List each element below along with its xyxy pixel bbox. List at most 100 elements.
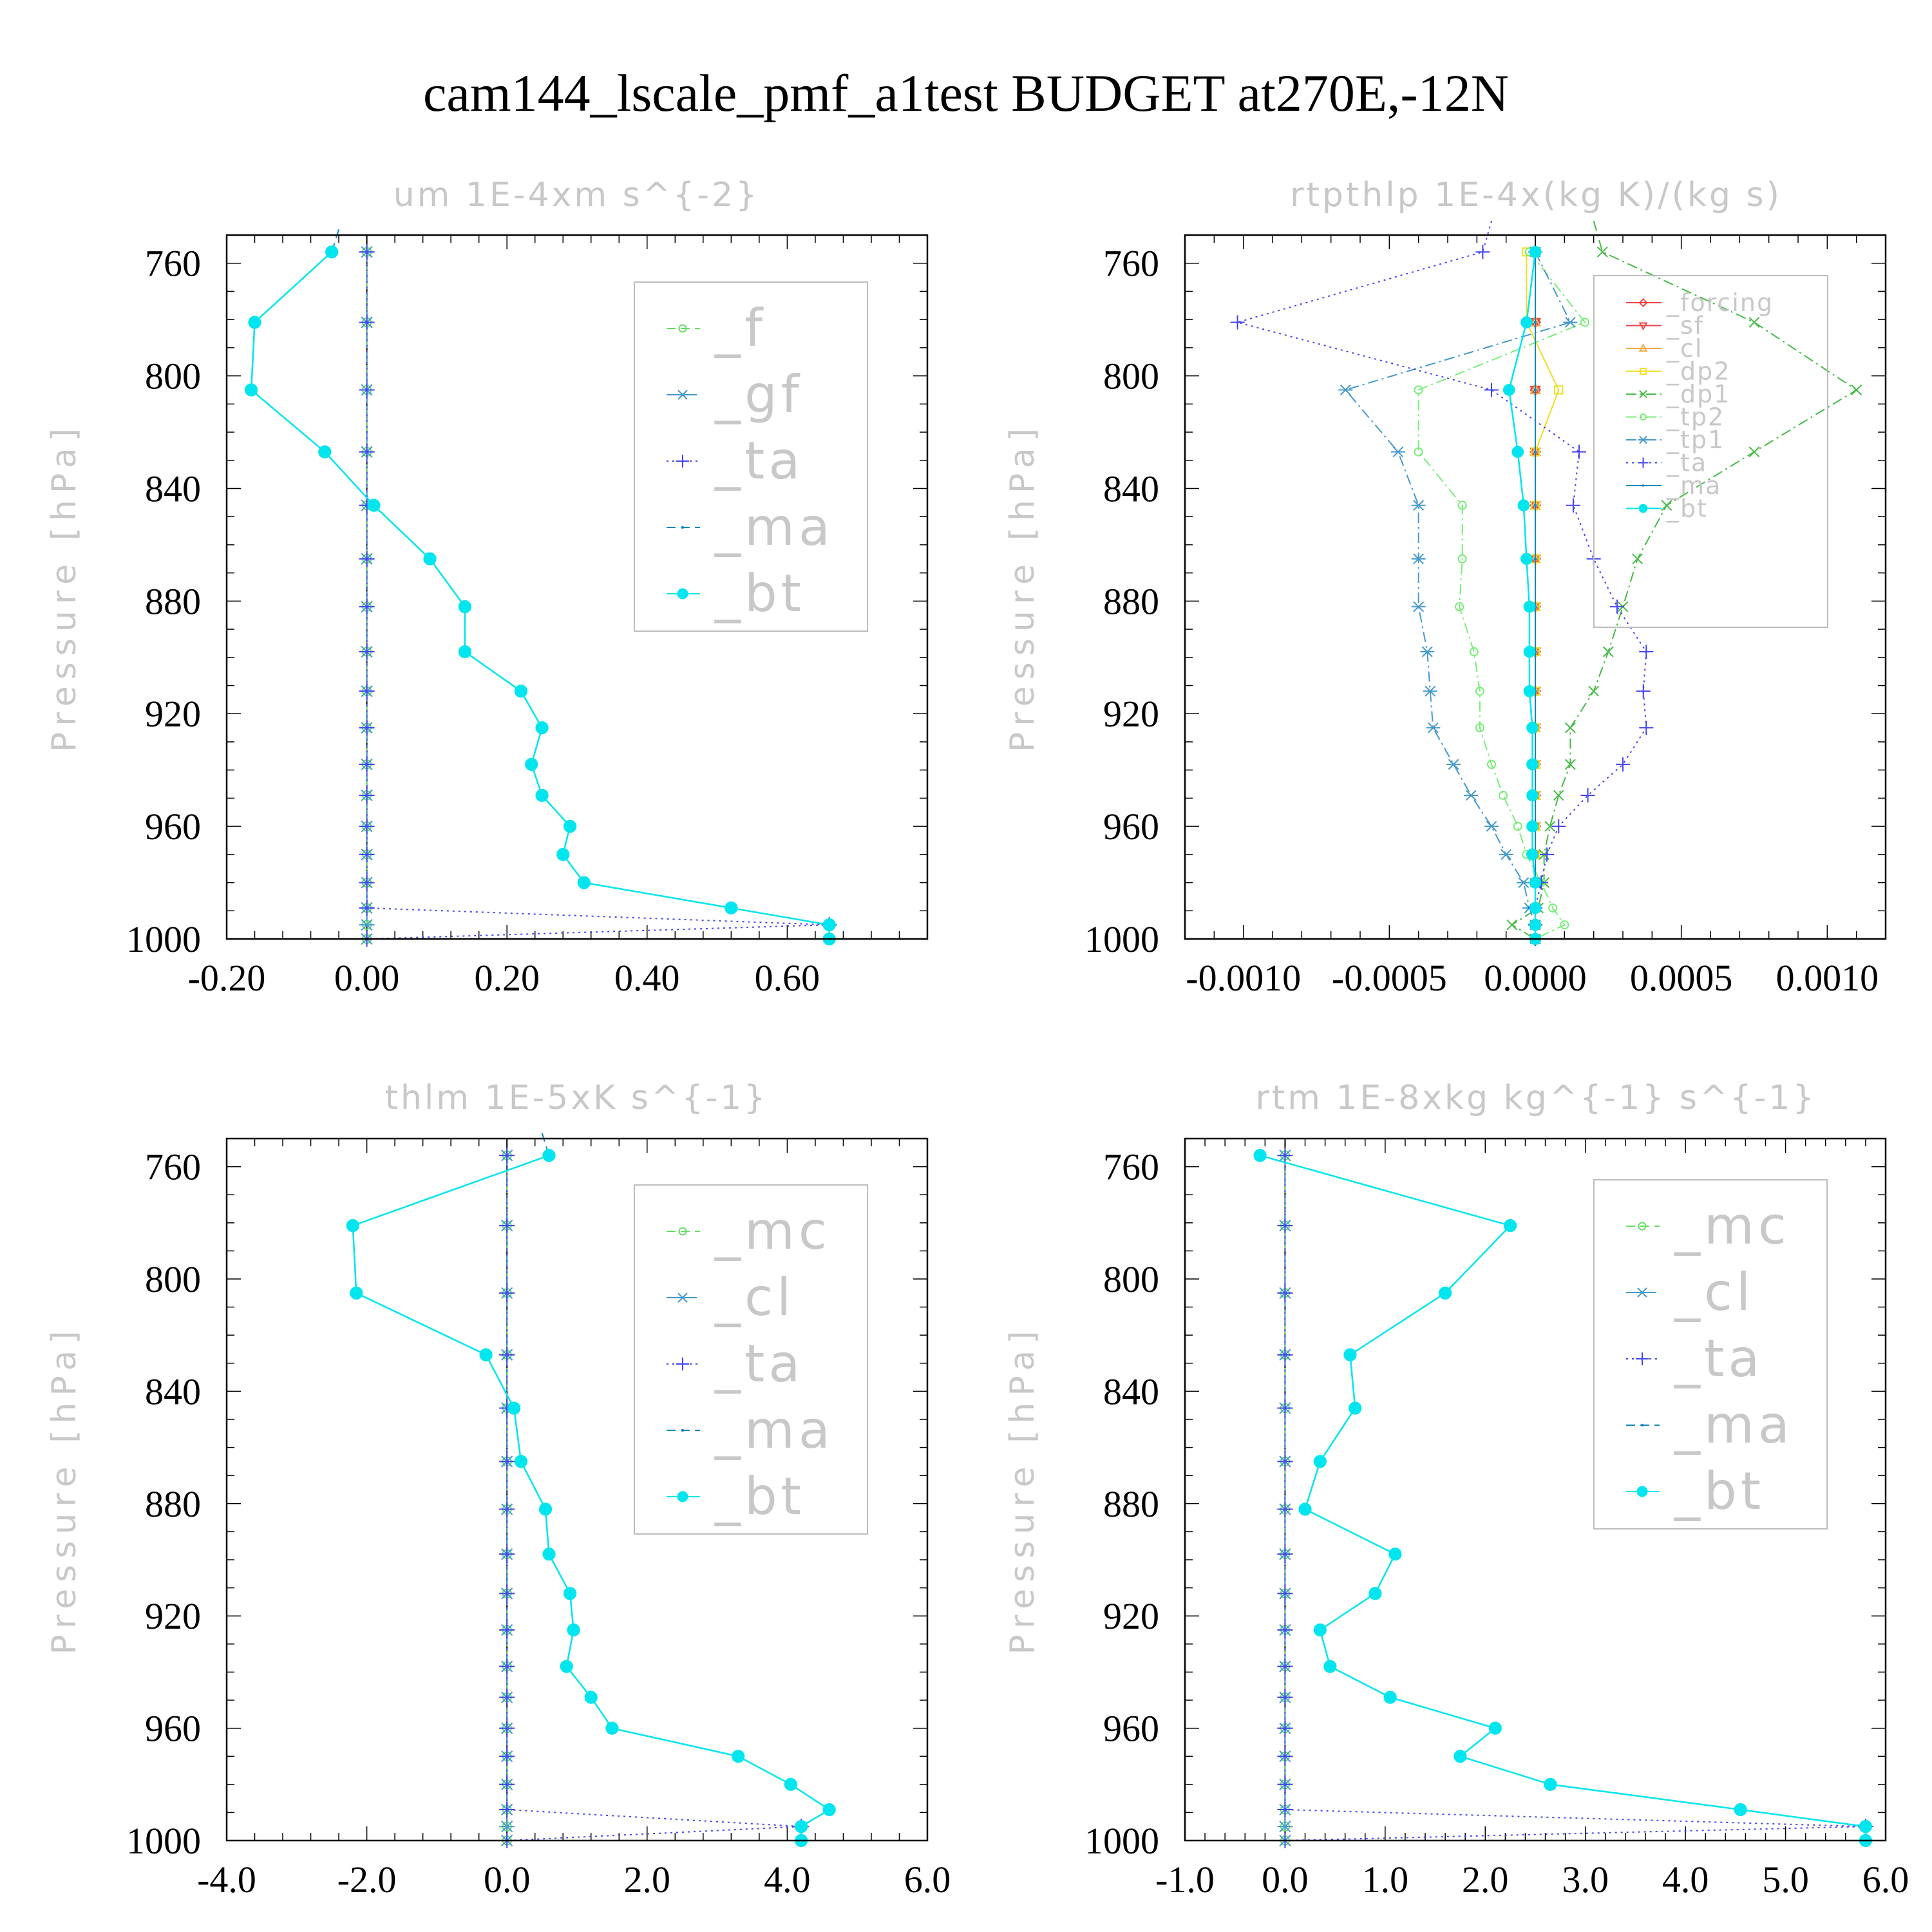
- legend-box: [1593, 1179, 1828, 1530]
- y-tick-label: 1000: [126, 1820, 201, 1862]
- data-point: [1414, 385, 1423, 395]
- data-point: [507, 1401, 521, 1415]
- data-point: [359, 683, 375, 699]
- legend-box: [634, 281, 868, 632]
- legend-entry: _tp1: [1666, 426, 1725, 454]
- data-point: [1277, 1586, 1293, 1602]
- data-point: [1526, 848, 1539, 861]
- data-point: [1253, 1149, 1267, 1162]
- x-tick-label: -0.20: [188, 957, 266, 999]
- panel-title: rtm 1E-8xkg kg^{-1} s^{-1}: [1255, 1079, 1816, 1117]
- y-tick-label: 1000: [1084, 918, 1159, 960]
- figure-title: cam144_lscale_pmf_a1test BUDGET at270E,-…: [423, 64, 1509, 122]
- x-tick-label: 4.0: [764, 1859, 811, 1900]
- data-point: [1529, 245, 1542, 258]
- data-point: [1580, 317, 1590, 327]
- legend-entry: _tp2: [1666, 403, 1725, 431]
- legend: _mc_cl _ta_ma_bt: [634, 1184, 868, 1535]
- legend-entry: _bt: [1666, 495, 1708, 523]
- data-point: [359, 919, 375, 931]
- data-point: [1277, 1501, 1293, 1517]
- data-point: [514, 685, 528, 698]
- data-point: [1596, 246, 1608, 258]
- legend-entry: _mc: [714, 1201, 831, 1261]
- legend-marker: [677, 588, 688, 600]
- data-point: [248, 316, 261, 329]
- data-point: [1748, 446, 1760, 458]
- data-point: [1616, 757, 1630, 772]
- data-point: [1454, 1750, 1467, 1763]
- legend-entry: _ta: [714, 431, 804, 491]
- data-point: [359, 314, 375, 330]
- legend-entry: _gf: [714, 365, 803, 424]
- data-point: [1277, 1658, 1293, 1674]
- data-point: [1457, 500, 1467, 510]
- data-point: [359, 720, 375, 736]
- legend-marker: [676, 1293, 689, 1303]
- legend-entry: _forcing: [1666, 289, 1774, 317]
- data-point: [542, 1548, 556, 1561]
- data-point: [458, 645, 472, 659]
- x-tick-label: 0.20: [474, 957, 540, 999]
- x-tick-label: 2.0: [624, 1859, 671, 1900]
- x-tick-label: 1.0: [1362, 1859, 1409, 1900]
- data-point: [1639, 645, 1654, 659]
- data-point: [1533, 321, 1537, 324]
- data-point: [359, 788, 375, 804]
- data-point: [1632, 553, 1643, 565]
- data-point: [1544, 820, 1556, 832]
- y-tick-label: 760: [145, 243, 201, 285]
- data-point: [1414, 447, 1423, 457]
- data-point: [1486, 759, 1497, 769]
- data-point: [1499, 790, 1508, 800]
- data-point: [1513, 822, 1522, 831]
- data-point: [1277, 1148, 1293, 1164]
- x-tick-label: 3.0: [1562, 1859, 1609, 1900]
- legend-marker: [1638, 435, 1649, 444]
- data-point: [1526, 820, 1539, 833]
- data-point: [423, 552, 437, 565]
- data-point: [1529, 876, 1542, 889]
- data-point: [359, 846, 375, 862]
- x-tick-label: 0.0: [484, 1859, 531, 1900]
- legend-marker: [1638, 1222, 1647, 1231]
- data-point: [822, 1803, 836, 1817]
- y-tick-label: 760: [1103, 1146, 1159, 1188]
- data-point: [1572, 444, 1586, 459]
- y-tick-label: 840: [145, 468, 201, 509]
- data-point: [1455, 602, 1464, 612]
- legend-marker: [1642, 484, 1645, 487]
- y-tick-label: 920: [1103, 693, 1159, 735]
- x-tick-label: -0.0005: [1332, 957, 1447, 999]
- legend-marker: [678, 1227, 687, 1236]
- legend-entry: _sf: [1666, 312, 1704, 340]
- data-point: [499, 1748, 515, 1765]
- y-tick-label: 960: [145, 1708, 201, 1750]
- data-point: [1411, 601, 1426, 612]
- data-point: [1439, 1286, 1452, 1300]
- data-point: [1499, 849, 1513, 860]
- y-tick-label: 880: [145, 1483, 201, 1525]
- y-tick-label: 800: [145, 355, 201, 397]
- legend-entry: _ta: [714, 1334, 804, 1394]
- data-point: [1277, 1218, 1293, 1234]
- data-point: [1411, 500, 1426, 511]
- data-point: [1580, 788, 1595, 803]
- legend-entry: _bt: [714, 564, 805, 623]
- legend-marker: [676, 1358, 689, 1370]
- data-point: [584, 1690, 598, 1704]
- x-tick-label: 0.00: [334, 957, 400, 999]
- x-ticks: [1184, 1139, 1886, 1841]
- data-point: [1526, 758, 1539, 771]
- x-tick-label: 0.60: [755, 957, 820, 999]
- data-point: [499, 1689, 515, 1705]
- x-tick-label: 0.0000: [1484, 957, 1587, 999]
- data-point: [1533, 504, 1537, 507]
- data-point: [1423, 685, 1437, 697]
- data-point: [346, 1219, 359, 1233]
- x-tick-label: 5.0: [1762, 1859, 1809, 1900]
- data-point: [359, 875, 375, 891]
- legend-entry: _ta: [1666, 449, 1707, 477]
- data-point: [1426, 722, 1441, 734]
- series-tp2: [1414, 247, 1590, 944]
